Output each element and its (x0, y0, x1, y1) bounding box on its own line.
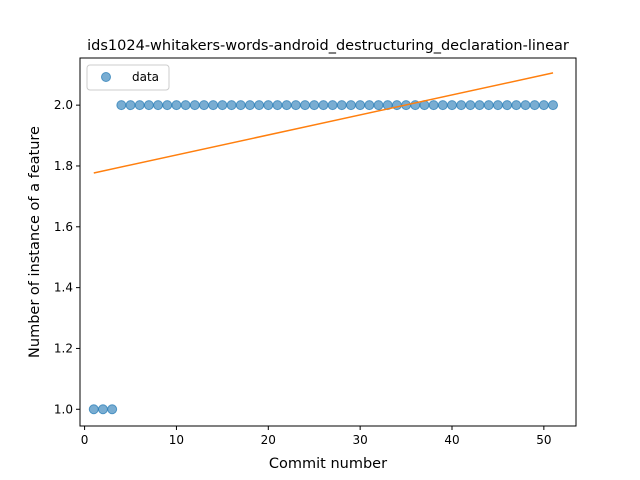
data-point (483, 100, 494, 111)
data-point (226, 100, 237, 111)
x-tick-label: 0 (81, 433, 89, 447)
y-tick-label: 1.6 (54, 220, 73, 234)
data-point (529, 100, 540, 111)
x-tick-label: 50 (536, 433, 551, 447)
y-tick-label: 1.8 (54, 159, 73, 173)
data-point (327, 100, 338, 111)
data-point (134, 100, 145, 111)
data-point (318, 100, 329, 111)
data-point (88, 404, 99, 415)
data-point (171, 100, 182, 111)
legend: data (86, 64, 170, 91)
data-point (437, 100, 448, 111)
data-point (189, 100, 200, 111)
data-point (153, 100, 164, 111)
data-point (465, 100, 476, 111)
data-point (162, 100, 173, 111)
data-point (447, 100, 457, 111)
x-tick-label: 40 (444, 433, 459, 447)
y-tick-label: 1.2 (54, 341, 73, 355)
x-axis-label: Commit number (269, 456, 387, 472)
y-axis-label: Number of instance of a feature (27, 126, 43, 358)
data-point (143, 100, 154, 111)
data-point (548, 100, 559, 111)
chart-title: ids1024-whitakers-words-android_destruct… (87, 38, 569, 54)
data-point (199, 100, 209, 111)
legend-label-data: data (132, 70, 159, 84)
data-point (272, 100, 283, 111)
data-point (263, 100, 274, 111)
data-point (107, 404, 118, 415)
data-point (428, 100, 439, 111)
data-point (309, 100, 320, 111)
data-point (456, 100, 467, 111)
data-point (208, 100, 219, 111)
x-tick-label: 10 (169, 433, 184, 447)
legend-box (86, 64, 170, 91)
data-point (300, 100, 311, 111)
data-point (364, 100, 375, 111)
data-point (254, 100, 265, 111)
legend-marker (101, 72, 111, 82)
y-axis: 1.0 1.2 1.4 1.6 1.8 2.0 (54, 98, 80, 416)
data-point (125, 100, 136, 111)
data-point (244, 100, 255, 111)
data-point (336, 100, 347, 111)
y-tick-label: 2.0 (54, 98, 73, 112)
data-point (355, 100, 366, 111)
data-point (511, 100, 522, 111)
data-point (97, 404, 108, 415)
x-tick-label: 30 (353, 433, 368, 447)
axes-frame (79, 57, 577, 427)
data-point (217, 100, 228, 111)
data-point (290, 100, 301, 111)
data-point (474, 100, 485, 111)
y-tick-label: 1.4 (54, 281, 73, 295)
y-tick-label: 1.0 (54, 402, 73, 416)
fit-line (93, 72, 554, 174)
data-point (538, 100, 549, 111)
data-point (180, 100, 191, 111)
x-axis: 0 10 20 30 40 50 (81, 426, 551, 447)
data-point (502, 100, 513, 111)
data-point (345, 100, 356, 111)
x-tick-label: 20 (261, 433, 276, 447)
data-point (281, 100, 292, 111)
data-point (492, 100, 503, 111)
data-point (520, 100, 531, 111)
data-point (235, 100, 246, 111)
data-point (116, 100, 127, 111)
data-point (373, 100, 384, 111)
plot-area (88, 72, 559, 415)
